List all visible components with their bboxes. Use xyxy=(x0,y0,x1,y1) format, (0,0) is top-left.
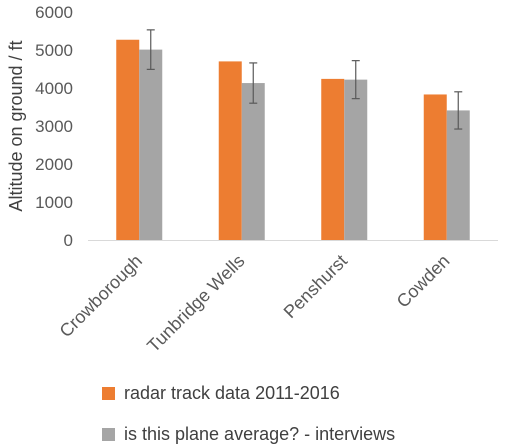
legend-label-radar: radar track data 2011-2016 xyxy=(124,383,340,403)
y-tick-label: 5000 xyxy=(35,41,73,60)
y-tick-label: 0 xyxy=(64,231,73,250)
bar-interviews xyxy=(344,79,368,240)
bar-radar xyxy=(218,61,242,241)
legend-label-interviews: is this plane average? - interviews xyxy=(124,424,396,444)
y-tick-label: 2000 xyxy=(35,155,73,174)
legend-item-radar: radar track data 2011-2016 xyxy=(102,383,340,404)
x-tick-label: Penshurst xyxy=(280,251,351,322)
bar-radar xyxy=(423,94,447,241)
bar-interviews xyxy=(446,110,470,240)
bar-interviews xyxy=(139,49,163,241)
bar-radar xyxy=(321,78,345,240)
y-tick-label: 3000 xyxy=(35,117,73,136)
plot-area: 0 1000 2000 3000 4000 5000 6000 CrowboroughTunb… xyxy=(35,3,498,356)
legend-swatch-radar xyxy=(102,387,115,400)
bar-radar xyxy=(116,39,140,240)
y-tick-label: 6000 xyxy=(35,3,73,22)
y-tick-label: 4000 xyxy=(35,79,73,98)
legend-swatch-interviews xyxy=(102,428,115,441)
x-tick-label: Tunbridge Wells xyxy=(143,251,248,356)
x-tick-label: Cowden xyxy=(393,251,454,312)
legend-item-interviews: is this plane average? - interviews xyxy=(102,424,395,445)
x-tick-label: Crowborough xyxy=(56,251,147,342)
y-tick-label: 1000 xyxy=(35,193,73,212)
bar-interviews xyxy=(241,83,265,240)
y-axis-label: Altitude on ground / ft xyxy=(6,40,26,211)
